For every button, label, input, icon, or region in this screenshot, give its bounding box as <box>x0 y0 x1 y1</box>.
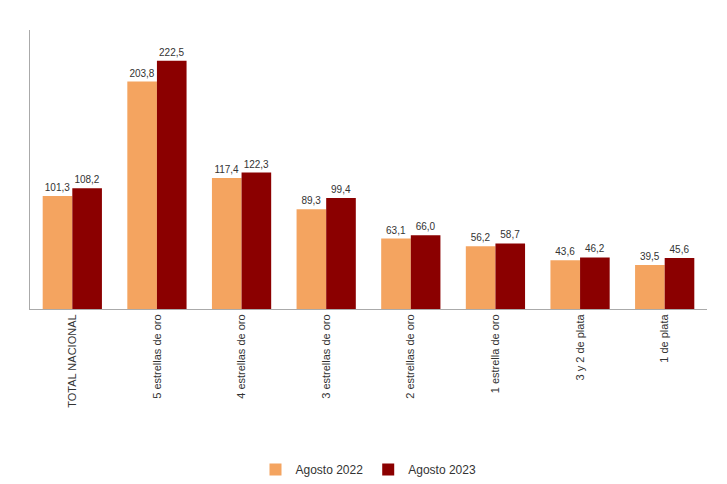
svg-text:108,2: 108,2 <box>74 174 99 185</box>
svg-text:3 y 2 de plata: 3 y 2 de plata <box>574 314 586 381</box>
svg-text:43,6: 43,6 <box>555 246 575 257</box>
svg-text:TOTAL NACIONAL: TOTAL NACIONAL <box>66 314 78 407</box>
svg-text:99,4: 99,4 <box>331 184 351 195</box>
svg-text:1 de plata: 1 de plata <box>658 314 670 363</box>
svg-text:2 estrellas de oro: 2 estrellas de oro <box>404 314 416 398</box>
svg-text:58,7: 58,7 <box>500 229 520 240</box>
svg-text:Agosto 2022: Agosto 2022 <box>296 463 364 477</box>
svg-text:5 estrellas de oro: 5 estrellas de oro <box>151 314 163 398</box>
svg-text:Agosto 2023: Agosto 2023 <box>408 463 476 477</box>
svg-text:39,5: 39,5 <box>640 251 660 262</box>
svg-text:63,1: 63,1 <box>386 225 406 236</box>
svg-text:66,0: 66,0 <box>416 221 436 232</box>
svg-text:1 estrella de oro: 1 estrella de oro <box>489 314 501 393</box>
svg-text:122,3: 122,3 <box>244 159 269 170</box>
svg-text:3 estrellas de oro: 3 estrellas de oro <box>320 314 332 398</box>
svg-text:56,2: 56,2 <box>471 232 491 243</box>
svg-text:117,4: 117,4 <box>214 164 239 175</box>
svg-text:46,2: 46,2 <box>585 243 605 254</box>
svg-text:45,6: 45,6 <box>670 244 690 255</box>
svg-text:203,8: 203,8 <box>129 68 154 79</box>
svg-text:89,3: 89,3 <box>301 195 321 206</box>
svg-text:222,5: 222,5 <box>159 47 184 58</box>
svg-text:101,3: 101,3 <box>45 182 70 193</box>
svg-text:4 estrellas de oro: 4 estrellas de oro <box>235 314 247 398</box>
